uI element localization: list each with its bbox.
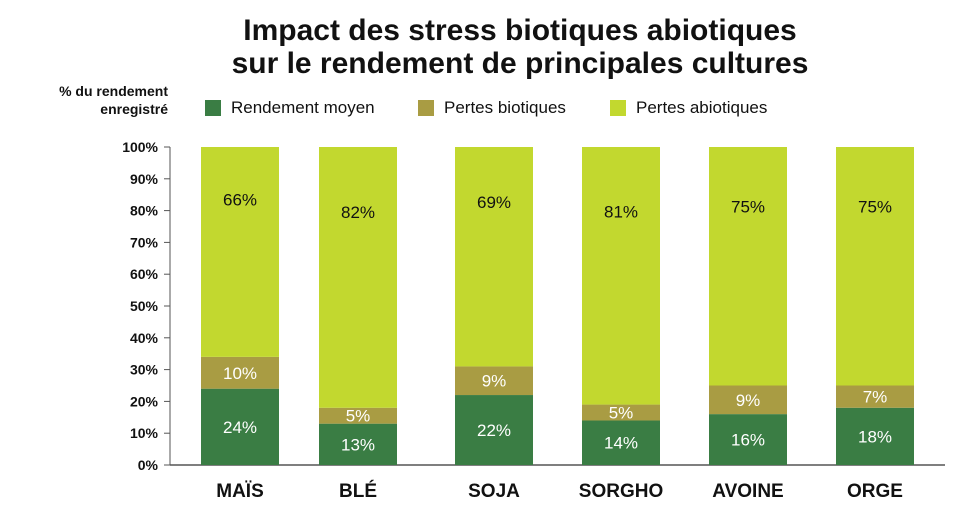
data-label: 14% (604, 434, 638, 453)
y-tick-label: 80% (130, 203, 159, 219)
legend-label: Pertes abiotiques (636, 98, 768, 117)
data-label: 66% (223, 190, 257, 209)
legend-swatch-pertes-biotiques (418, 100, 434, 116)
data-label: 18% (858, 427, 892, 446)
data-label: 24% (223, 418, 257, 437)
bar-segment-pertes-abiotiques (201, 147, 279, 357)
data-label: 22% (477, 421, 511, 440)
data-label: 13% (341, 435, 375, 454)
y-tick-label: 40% (130, 330, 159, 346)
data-label: 5% (609, 404, 634, 423)
category-label: ORGE (847, 481, 903, 502)
bar-segment-rendement-moyen (319, 423, 397, 465)
chart-title: Impact des stress biotiques abiotiques s… (150, 14, 890, 80)
data-label: 9% (736, 391, 761, 410)
bar-segment-pertes-biotiques (836, 385, 914, 408)
legend-item-rendement-moyen: Rendement moyen (205, 98, 375, 118)
y-tick-label: 70% (130, 234, 159, 250)
y-tick-label: 30% (130, 362, 159, 378)
bar-segment-pertes-abiotiques (319, 147, 397, 408)
y-tick-label: 20% (130, 393, 159, 409)
data-label: 75% (731, 198, 765, 217)
legend-label: Rendement moyen (231, 98, 375, 117)
y-tick-label: 100% (122, 139, 158, 155)
bar-segment-pertes-biotiques (319, 407, 397, 424)
bar-segment-rendement-moyen (836, 407, 914, 465)
bar-segment-pertes-abiotiques (709, 147, 787, 386)
y-tick-label: 90% (130, 171, 159, 187)
chart-title-line2: sur le rendement de principales cultures (231, 47, 809, 80)
legend-label: Pertes biotiques (444, 98, 566, 117)
data-label: 7% (863, 388, 888, 407)
data-label: 81% (604, 202, 638, 221)
category-label: MAÏS (216, 481, 264, 502)
data-label: 82% (341, 203, 375, 222)
bar-segment-pertes-biotiques (582, 404, 660, 421)
data-label: 69% (477, 193, 511, 212)
y-tick-label: 0% (138, 457, 159, 473)
bar-segment-pertes-biotiques (201, 356, 279, 389)
y-axis-label-line2: enregistré (100, 101, 168, 117)
bar-segment-rendement-moyen (709, 414, 787, 465)
bar-segment-pertes-biotiques (455, 366, 533, 396)
legend-swatch-pertes-abiotiques (610, 100, 626, 116)
y-axis-label: % du rendement enregistré (40, 82, 168, 118)
data-label: 16% (731, 431, 765, 450)
bar-segment-rendement-moyen (455, 395, 533, 465)
bar-segment-pertes-abiotiques (582, 147, 660, 405)
category-label: BLÉ (339, 480, 377, 502)
y-axis-label-line1: % du rendement (59, 83, 168, 99)
category-label: SOJA (468, 481, 520, 502)
chart-title-line1: Impact des stress biotiques abiotiques (243, 14, 797, 47)
category-label: SORGHO (579, 481, 663, 502)
data-label: 75% (858, 198, 892, 217)
legend-item-pertes-abiotiques: Pertes abiotiques (610, 98, 767, 118)
legend-swatch-rendement-moyen (205, 100, 221, 116)
y-tick-label: 10% (130, 425, 159, 441)
y-tick-label: 60% (130, 266, 159, 282)
bar-segment-pertes-abiotiques (455, 147, 533, 367)
category-label: AVOINE (712, 481, 783, 502)
bar-segment-pertes-biotiques (709, 385, 787, 415)
y-tick-label: 50% (130, 298, 159, 314)
bar-segment-rendement-moyen (201, 388, 279, 465)
data-label: 9% (482, 372, 507, 391)
bar-segment-pertes-abiotiques (836, 147, 914, 386)
bar-segment-rendement-moyen (582, 420, 660, 465)
data-label: 5% (346, 407, 371, 426)
data-label: 10% (223, 364, 257, 383)
legend-item-pertes-biotiques: Pertes biotiques (418, 98, 566, 118)
